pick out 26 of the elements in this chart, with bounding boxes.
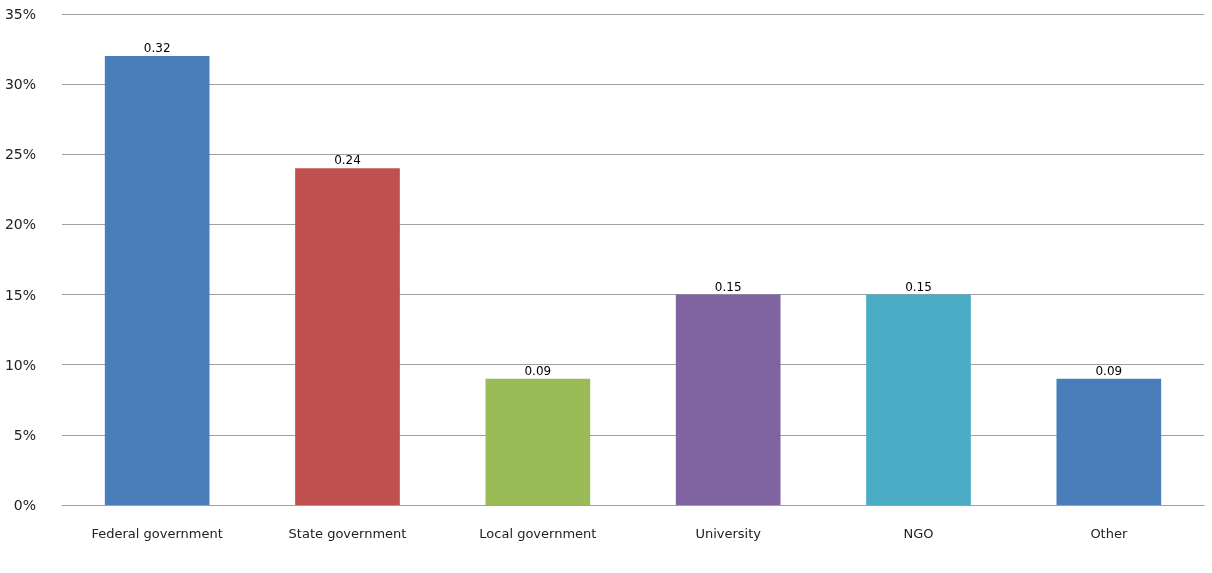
- y-tick-label: 35%: [4, 6, 36, 22]
- data-label: 0.09: [1095, 363, 1123, 378]
- data-label: 0.32: [143, 41, 171, 56]
- bar: [104, 56, 210, 505]
- bar: [485, 378, 591, 505]
- y-tick-label: 5%: [13, 426, 36, 443]
- x-tick-label: Other: [1090, 525, 1128, 541]
- data-label: 0.09: [524, 363, 552, 378]
- y-tick-label: 0%: [13, 497, 36, 513]
- x-tick-label: Local government: [479, 525, 597, 541]
- x-tick-label: Federal government: [91, 525, 223, 541]
- y-tick-label: 20%: [4, 216, 36, 233]
- bar: [1056, 378, 1162, 505]
- bar: [295, 168, 400, 505]
- data-label: 0.24: [334, 153, 361, 168]
- bar: [675, 294, 781, 505]
- x-tick-label: NGO: [903, 525, 934, 541]
- x-tick-label: State government: [288, 525, 407, 541]
- data-label: 0.15: [714, 279, 742, 294]
- x-tick-label: University: [695, 525, 762, 541]
- y-tick-label: 25%: [4, 146, 36, 163]
- y-tick-label: 30%: [4, 76, 36, 93]
- bar: [866, 294, 971, 505]
- y-tick-label: 15%: [4, 286, 36, 303]
- data-label: 0.15: [905, 279, 932, 294]
- y-tick-label: 10%: [4, 356, 36, 373]
